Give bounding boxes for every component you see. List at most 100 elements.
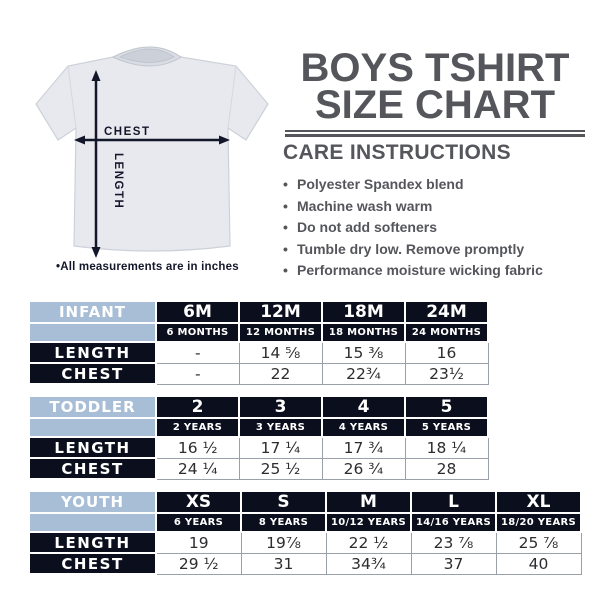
table-row: CHEST 29 ½ 31 34¾ 37 40 [28,552,582,575]
bullet-icon: • [283,197,288,214]
measurement-cell: 37 [410,552,497,575]
age-col-header: 10/12 YEARS [325,512,412,533]
measurement-cell: 19⅞ [240,531,327,554]
chest-arrow-label: CHEST [104,126,150,138]
bullet-icon: • [283,240,288,257]
care-instructions-heading: CARE INSTRUCTIONS [283,141,511,164]
age-col-header: 3 YEARS [238,417,323,438]
measurement-cell: 22¾ [321,362,406,385]
bullet-icon: • [283,219,288,235]
measurement-cell: 18 ¼ [404,436,489,459]
size-table-infant: INFANT 6M 12M 18M 24M 6 MONTHS 12 MONTHS… [28,300,489,385]
tshirt-illustration-svg: CHEST LENGTH [35,46,269,258]
measurement-cell: 22 [238,362,323,385]
table-row: 2 YEARS 3 YEARS 4 YEARS 5 YEARS [28,417,489,438]
sleeve-seam-left [67,65,77,129]
row-label-chest: CHEST [28,457,157,480]
care-item-text: Do not add softeners [297,219,438,235]
row-label-chest: CHEST [28,362,157,385]
measurement-cell: - [155,341,240,364]
table-corner-label: YOUTH [28,490,157,514]
table-row: LENGTH 19 19⅞ 22 ½ 23 ⅞ 25 ⅞ [28,531,582,554]
age-col-header: 5 YEARS [404,417,489,438]
measurement-cell: - [155,362,240,385]
care-item: • Machine wash warm [283,196,595,218]
page-title-line2: SIZE CHART [315,83,555,127]
size-col-header: 12M [238,300,323,324]
age-col-header: 14/16 YEARS [410,512,497,533]
size-table-youth: YOUTH XS S M L XL 6 YEARS 8 YEARS 10/12 … [28,490,582,575]
page-title-line1: BOYS TSHIRT [300,46,570,90]
row-label-length: LENGTH [28,341,157,364]
tshirt-diagram: CHEST LENGTH [22,40,274,268]
size-col-header: XL [495,490,582,514]
care-item: • Tumble dry low. Remove promptly [283,239,595,261]
row-label-length: LENGTH [28,531,157,554]
measurement-cell: 25 ½ [238,457,323,480]
sleeve-seam-right [227,65,237,129]
care-item-text: Tumble dry low. Remove promptly [297,240,525,257]
length-arrow-label: LENGTH [112,153,124,209]
measurement-cell: 25 ⅞ [495,531,582,554]
age-col-header: 18/20 YEARS [495,512,582,533]
size-col-header: 4 [321,395,406,419]
title-block: BOYS TSHIRT SIZE CHART [285,46,585,137]
measurement-cell: 15 ⅜ [321,341,406,364]
table-row: TODDLER 2 3 4 5 [28,395,489,419]
age-col-header: 2 YEARS [155,417,240,438]
measurement-cell: 19 [155,531,242,554]
measurement-cell: 24 ¼ [155,457,240,480]
chest-arrowhead-right [219,135,230,145]
measurement-cell: 28 [404,457,489,480]
size-col-header: 24M [404,300,489,324]
age-col-header: 24 MONTHS [404,322,489,343]
table-row: LENGTH 16 ½ 17 ¼ 17 ¾ 18 ¼ [28,436,489,459]
measurement-cell: 17 ¼ [238,436,323,459]
title-divider [285,130,585,137]
care-item: • Performance moisture wicking fabric [283,260,595,282]
table-row: YOUTH XS S M L XL [28,490,582,514]
age-col-header: 6 YEARS [155,512,242,533]
care-item-text: Polyester Spandex blend [297,176,464,192]
measurement-cell: 31 [240,552,327,575]
age-col-header: 8 YEARS [240,512,327,533]
table-row: CHEST - 22 22¾ 23½ [28,362,489,385]
age-col-header: 6 MONTHS [155,322,240,343]
table-corner-spacer [28,512,157,533]
size-col-header: 5 [404,395,489,419]
size-col-header: 18M [321,300,406,324]
measurement-cell: 14 ⅝ [238,341,323,364]
age-col-header: 4 YEARS [321,417,406,438]
size-col-header: S [240,490,327,514]
row-label-chest: CHEST [28,552,157,575]
size-col-header: XS [155,490,242,514]
care-instructions-section: CARE INSTRUCTIONS • Polyester Spandex ble… [283,141,595,282]
table-corner-label: TODDLER [28,395,157,419]
table-corner-spacer [28,417,157,438]
table-row: CHEST 24 ¼ 25 ½ 26 ¾ 28 [28,457,489,480]
bullet-icon: • [283,176,288,192]
measurement-cell: 16 ½ [155,436,240,459]
age-col-header: 18 MONTHS [321,322,406,343]
table-corner-spacer [28,322,157,343]
length-arrowhead-top [91,70,101,81]
size-col-header: 3 [238,395,323,419]
care-item: • Polyester Spandex blend [283,174,595,196]
age-col-header: 12 MONTHS [238,322,323,343]
measurement-cell: 17 ¾ [321,436,406,459]
measurement-cell: 26 ¾ [321,457,406,480]
measurement-cell: 23 ⅞ [410,531,497,554]
measurement-cell: 22 ½ [325,531,412,554]
bullet-icon: • [283,262,288,278]
measurement-cell: 34¾ [325,552,412,575]
care-item-text: Performance moisture wicking fabric [297,262,543,278]
measurement-cell: 40 [495,552,582,575]
row-label-length: LENGTH [28,436,157,459]
table-row: INFANT 6M 12M 18M 24M [28,300,489,324]
care-item-text: Machine wash warm [297,197,433,214]
measurement-cell: 29 ½ [155,552,242,575]
size-col-header: 2 [155,395,240,419]
table-corner-label: INFANT [28,300,157,324]
measurements-note: •All measurements are in inches [56,261,239,273]
